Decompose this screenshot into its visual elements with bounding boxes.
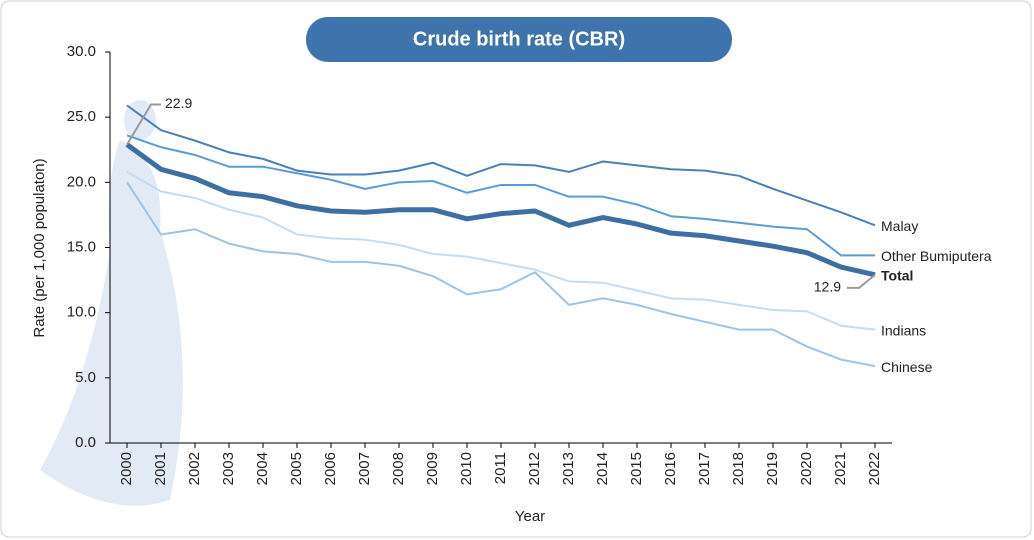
x-tick-label: 2012 [526, 452, 543, 485]
legend-label: Other Bumiputera [881, 248, 992, 264]
y-tick-label: 0.0 [75, 434, 96, 451]
y-tick-label: 25.0 [67, 108, 96, 125]
legend-label: Indians [881, 322, 926, 338]
x-tick-label: 2008 [390, 452, 407, 485]
x-tick-label: 2003 [220, 452, 237, 485]
x-tick-label: 2018 [730, 452, 747, 485]
x-tick-label: 2007 [356, 452, 373, 485]
y-tick-label: 10.0 [67, 304, 96, 321]
x-tick-label: 2021 [832, 452, 849, 485]
x-tick-label: 2019 [764, 452, 781, 485]
x-tick-label: 2016 [662, 452, 679, 485]
x-tick-label: 2001 [152, 452, 169, 485]
x-tick-label: 2020 [798, 452, 815, 485]
x-tick-label: 2014 [594, 452, 611, 485]
x-axis-label: Year [515, 508, 545, 525]
value-label: 22.9 [165, 95, 192, 111]
x-tick-label: 2010 [458, 452, 475, 485]
legend-label: Malay [881, 218, 918, 234]
y-tick-label: 30.0 [67, 43, 96, 60]
chart-title: Crude birth rate (CBR) [413, 28, 625, 50]
page: {"chart_data": { "type": "line", "title"… [0, 0, 1034, 540]
x-tick-label: 2017 [696, 452, 713, 485]
y-tick-label: 15.0 [67, 238, 96, 255]
x-tick-label: 2013 [560, 452, 577, 485]
x-tick-label: 2006 [322, 452, 339, 485]
x-tick-label: 2002 [186, 452, 203, 485]
x-tick-label: 2004 [254, 452, 271, 485]
x-tick-label: 2000 [118, 452, 135, 485]
chart: Crude birth rate (CBR) Rate (per 1,000 p… [0, 0, 1034, 540]
x-tick-label: 2005 [288, 452, 305, 485]
x-tick-label: 2022 [866, 452, 883, 485]
x-tick-label: 2011 [492, 452, 509, 484]
x-tick-label: 2009 [424, 452, 441, 485]
value-label: 12.9 [814, 279, 841, 295]
y-axis-label: Rate (per 1,000 populaton) [31, 158, 48, 337]
y-tick-label: 5.0 [75, 369, 96, 386]
legend-label: Total [881, 268, 913, 284]
y-tick-label: 20.0 [67, 173, 96, 190]
legend-label: Chinese [881, 359, 933, 375]
x-tick-label: 2015 [628, 452, 645, 485]
